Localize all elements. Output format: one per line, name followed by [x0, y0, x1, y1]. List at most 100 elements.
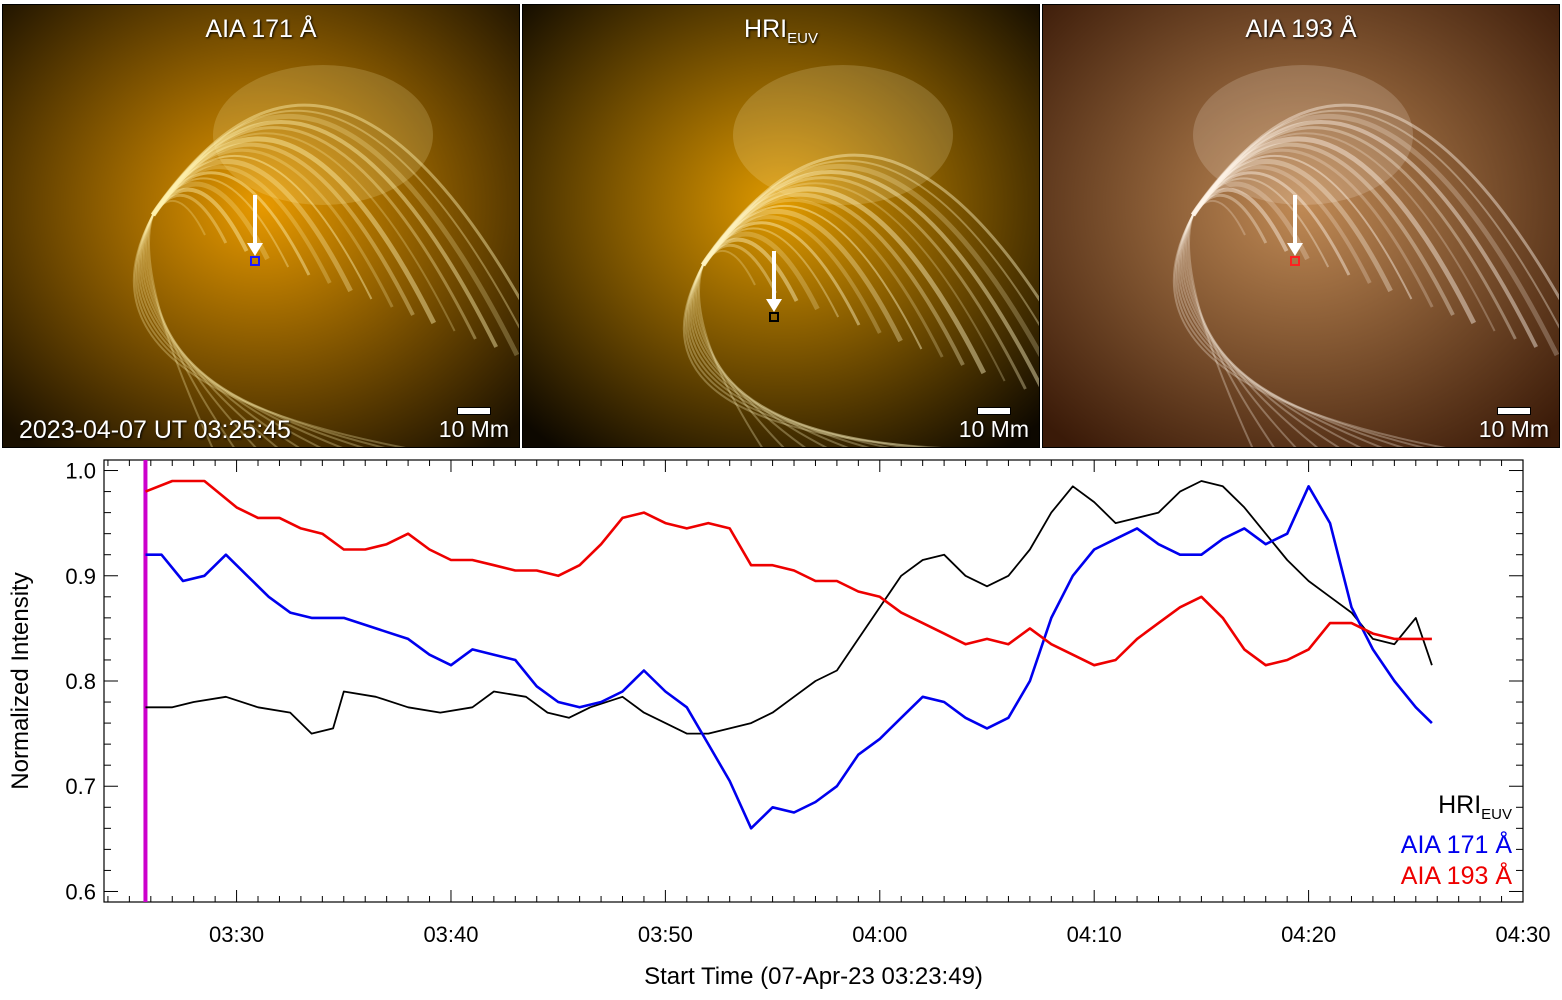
roi-box — [250, 256, 260, 266]
y-tick-label: 0.8 — [65, 669, 96, 694]
coronal-loop — [691, 264, 849, 447]
x-tick-label: 04:30 — [1495, 922, 1550, 947]
bright-region — [213, 65, 433, 205]
coronal-loop — [1191, 103, 1559, 301]
coronal-loop — [696, 264, 785, 447]
coronal-loop — [151, 171, 311, 276]
coronal-loop — [152, 154, 373, 300]
y-tick-label: 0.9 — [65, 564, 96, 589]
coronal-loop — [701, 215, 882, 334]
coronal-loop — [701, 192, 965, 366]
coronal-loop — [702, 249, 756, 286]
coronal-loop — [1179, 214, 1362, 447]
bright-region — [1193, 65, 1413, 205]
coronal-loop — [686, 264, 911, 447]
x-tick-label: 04:20 — [1281, 922, 1336, 947]
coronal-loop — [143, 214, 279, 447]
coronal-loop — [701, 237, 799, 302]
x-tick-label: 03:30 — [209, 922, 264, 947]
legend-item-aia193: AIA 193 Å — [1400, 862, 1512, 890]
coronal-loop — [1177, 214, 1383, 447]
scale-bar: 10 Mm — [1479, 407, 1549, 443]
coronal-loop — [1173, 214, 1447, 447]
coronal-loop — [1191, 187, 1289, 252]
coronal-loop — [698, 264, 763, 447]
coronal-loop — [1191, 171, 1351, 276]
coronal-loop — [151, 120, 498, 348]
coronal-loop — [702, 159, 1039, 327]
coronal-loop — [1184, 214, 1297, 447]
coronal-loop — [689, 264, 870, 447]
y-tick-label: 1.0 — [65, 459, 96, 484]
coronal-loop — [694, 264, 806, 447]
coronal-loop — [151, 165, 332, 284]
roi-box — [1290, 256, 1300, 266]
coronal-loop — [701, 170, 1039, 388]
coronal-loop — [687, 264, 891, 447]
coronal-loop — [152, 199, 206, 236]
light-curve-chart: 03:30 03:40 03:50 04:00 04:10 04:20 04:30 0.6 0.… — [7, 459, 1551, 990]
coronal-loop — [139, 214, 322, 447]
coronal-loop — [151, 103, 519, 301]
panel-title: AIA 193 Å — [1245, 15, 1357, 43]
coronal-loop — [151, 187, 249, 252]
coronal-loop — [684, 264, 930, 447]
x-tick-label: 03:40 — [423, 922, 478, 947]
coronal-loop — [683, 264, 944, 447]
coronal-loop — [151, 193, 228, 244]
x-axis-label: Start Time (07-Apr-23 03:23:49) — [644, 963, 983, 990]
scale-bar: 10 Mm — [959, 407, 1029, 443]
coronal-loop — [701, 176, 1027, 390]
coronal-loop — [1183, 214, 1319, 447]
coronal-loop — [136, 214, 365, 447]
coronal-loop — [693, 264, 828, 447]
plot-frame — [103, 459, 1524, 903]
aia193-image-panel: AIA 193 Å 10 Mm — [1042, 4, 1560, 448]
legend-item-aia171: AIA 171 Å — [1400, 831, 1512, 859]
panel-title: AIA 171 Å — [205, 15, 317, 43]
coronal-loop — [1192, 109, 1559, 329]
coronal-loop — [150, 136, 437, 325]
coronal-loop — [701, 153, 1039, 302]
coronal-loop — [1190, 159, 1393, 293]
y-tick-label: 0.7 — [65, 774, 96, 799]
aia171-image-panel: AIA 171 Å 2023-04-07 UT 03:25:45 10 Mm — [2, 4, 520, 448]
coronal-loop — [1191, 120, 1538, 348]
coronal-loop — [1191, 165, 1372, 284]
roi-box — [769, 312, 779, 322]
coronal-loop — [137, 214, 343, 447]
scale-label: 10 Mm — [958, 416, 1029, 442]
coronal-loop — [1186, 214, 1275, 447]
coronal-loop — [702, 227, 840, 318]
coronal-loop — [1192, 154, 1413, 300]
coronal-loop — [1174, 214, 1426, 447]
coronal-loop — [151, 126, 477, 340]
coronal-loop — [1188, 214, 1254, 447]
coronal-loop — [1192, 132, 1496, 332]
arrow-head — [766, 299, 782, 312]
scale-label: 10 Mm — [1478, 416, 1549, 442]
coronal-loop — [1191, 193, 1268, 244]
coronal-loop — [1176, 214, 1405, 447]
background — [1043, 5, 1559, 447]
coronal-loop — [700, 186, 987, 375]
x-tick-label: 04:10 — [1067, 922, 1122, 947]
aia193-image — [1043, 5, 1559, 447]
coronal-loop — [134, 214, 386, 447]
x-tick-label: 04:00 — [852, 922, 907, 947]
legend-item-hri: HRIEUV — [1438, 791, 1512, 823]
coronal-loop — [701, 221, 861, 326]
coronal-loop — [701, 243, 778, 294]
arrow-head — [247, 243, 263, 256]
coronal-loop — [1181, 214, 1340, 447]
arrow-head — [1287, 243, 1303, 256]
series-line-aia171 — [145, 485, 1433, 830]
coronal-loop — [700, 209, 903, 343]
coronal-loop — [1190, 136, 1477, 325]
coronal-loop — [700, 163, 1039, 358]
coronal-loop — [150, 181, 270, 261]
coronal-loop — [146, 214, 235, 447]
panel-title: HRIEUV — [744, 15, 818, 47]
coronal-loop — [141, 214, 300, 447]
coronal-loop — [1191, 126, 1517, 340]
